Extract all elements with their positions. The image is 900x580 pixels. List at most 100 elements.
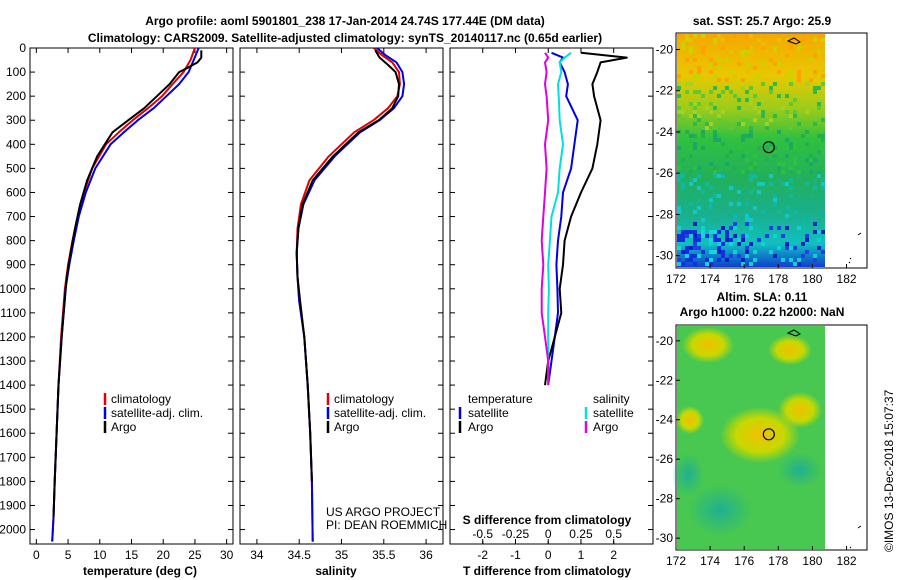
sst-pixel — [785, 74, 789, 78]
sst-pixel — [741, 78, 745, 82]
sst-pixel — [781, 234, 785, 238]
sst-pixel — [809, 58, 813, 62]
sst-pixel — [725, 154, 729, 158]
sst-pixel — [717, 238, 721, 242]
sst-pixel — [693, 262, 697, 266]
sst-pixel — [713, 174, 717, 178]
sst-map-title: sat. SST: 25.7 Argo: 25.9 — [693, 14, 832, 28]
sst-pixel — [821, 74, 825, 78]
sst-pixel — [685, 250, 689, 254]
sst-pixel — [801, 38, 805, 42]
map-x-tick-label: 178 — [768, 554, 788, 568]
sst-pixel — [745, 70, 749, 74]
sst-pixel — [769, 54, 773, 58]
sst-pixel — [805, 110, 809, 114]
sst-pixel — [689, 70, 693, 74]
sst-pixel — [749, 174, 753, 178]
x-tick-label: 25 — [188, 548, 202, 562]
sst-map: sat. SST: 25.7 Argo: 25.9 172 174 176 178 18… — [656, 14, 868, 286]
depth-tick-label: 700 — [6, 210, 26, 224]
sst-pixel — [733, 166, 737, 170]
sst-pixel — [717, 230, 721, 234]
series-group — [51, 48, 203, 542]
series-line — [547, 51, 572, 386]
map-x-tick-label: 174 — [700, 554, 720, 568]
sst-pixel — [773, 62, 777, 66]
depth-tick-label: 1900 — [0, 498, 26, 512]
sst-pixel — [709, 230, 713, 234]
sst-pixel — [745, 170, 749, 174]
sst-pixel — [745, 98, 749, 102]
x2-tick-label: 0 — [545, 527, 552, 541]
sst-pixel — [761, 242, 765, 246]
sst-pixel — [749, 178, 753, 182]
sst-pixel — [697, 206, 701, 210]
sst-pixel — [677, 174, 681, 178]
sst-pixel — [693, 114, 697, 118]
sst-pixel — [693, 146, 697, 150]
sst-pixel — [697, 186, 701, 190]
sst-pixel — [821, 250, 825, 254]
sst-pixel — [789, 178, 793, 182]
sst-pixel — [749, 134, 753, 138]
x-tick-label: 30 — [220, 548, 234, 562]
sst-pixel — [721, 110, 725, 114]
sst-pixel — [693, 90, 697, 94]
sst-pixel — [709, 186, 713, 190]
sst-pixel — [809, 170, 813, 174]
sst-pixel — [725, 258, 729, 262]
sst-pixel — [737, 146, 741, 150]
depth-tick-label: 1100 — [0, 306, 26, 320]
sst-pixel — [725, 58, 729, 62]
sst-pixel — [757, 182, 761, 186]
sst-pixel — [749, 218, 753, 222]
depth-tick-labels: 0 100 200 300 400 500 600 700 800 900 1000 1100 1200… — [0, 41, 26, 537]
sst-pixel — [709, 102, 713, 106]
sst-pixel — [709, 70, 713, 74]
sst-pixel — [717, 94, 721, 98]
sst-pixel — [693, 134, 697, 138]
sst-pixel — [713, 62, 717, 66]
sst-pixel — [713, 66, 717, 70]
sst-pixel — [821, 138, 825, 142]
sst-pixel — [741, 262, 745, 266]
sst-pixel — [745, 214, 749, 218]
sla-high-blob — [720, 407, 800, 463]
sst-pixel — [705, 106, 709, 110]
sst-pixel — [677, 178, 681, 182]
sst-pixel — [713, 42, 717, 46]
sst-pixel — [821, 186, 825, 190]
sst-pixel — [685, 130, 689, 134]
sst-pixel — [773, 254, 777, 258]
sst-pixel — [689, 134, 693, 138]
depth-tick-label: 0 — [19, 41, 26, 55]
salinity-xlabel: salinity — [315, 564, 357, 578]
salinity-panel: 34 34.5 35 35.5 36 — [239, 47, 444, 562]
sst-pixel — [677, 86, 681, 90]
sst-pixel — [789, 102, 793, 106]
sla-high-blob — [778, 392, 822, 428]
sst-pixel — [817, 150, 821, 154]
x-tick-label: 20 — [157, 548, 171, 562]
sst-pixel — [701, 50, 705, 54]
series-line — [295, 49, 400, 482]
sst-pixel — [677, 78, 681, 82]
sst-pixel — [721, 46, 725, 50]
sst-pixel — [749, 130, 753, 134]
map-x-tick-label: 174 — [700, 272, 720, 286]
sdiff-axis-label: S difference from climatology — [463, 513, 632, 527]
depth-tick-label: 1500 — [0, 402, 26, 416]
sst-pixel — [757, 190, 761, 194]
sst-pixel — [685, 230, 689, 234]
sst-pixel — [753, 210, 757, 214]
sst-pixel — [785, 94, 789, 98]
map-x-tick-label: 172 — [666, 554, 686, 568]
sst-pixel — [725, 230, 729, 234]
sst-pixel — [705, 262, 709, 266]
sst-pixel — [705, 122, 709, 126]
sst-pixel — [681, 186, 685, 190]
sst-pixel — [797, 226, 801, 230]
sst-pixel — [737, 122, 741, 126]
sst-pixel — [741, 134, 745, 138]
sst-pixel — [777, 210, 781, 214]
